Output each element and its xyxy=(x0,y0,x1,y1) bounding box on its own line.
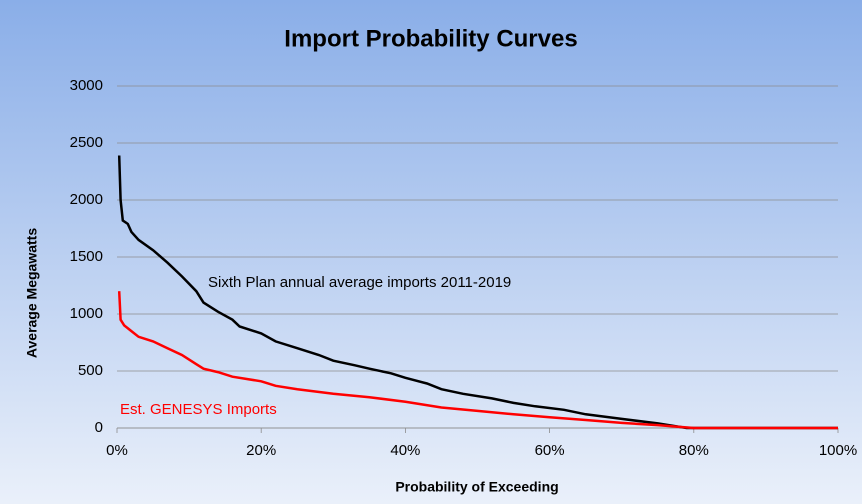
y-tick-label: 500 xyxy=(78,362,103,379)
x-tick-label: 80% xyxy=(679,442,709,459)
x-tick-label: 0% xyxy=(106,442,128,459)
x-tick-label: 40% xyxy=(390,442,420,459)
chart-title: Import Probability Curves xyxy=(284,25,577,52)
x-axis-label: Probability of Exceeding xyxy=(395,479,558,495)
y-tick-label: 1500 xyxy=(70,248,103,265)
series-line xyxy=(117,291,838,430)
series-line xyxy=(117,155,838,430)
series-label: Sixth Plan annual average imports 2011-2… xyxy=(208,274,511,291)
y-axis-label: Average Megawatts xyxy=(24,228,40,358)
x-tick-label: 100% xyxy=(819,442,857,459)
y-tick-label: 0 xyxy=(95,419,103,436)
y-tick-label: 2000 xyxy=(70,191,103,208)
y-tick-label: 3000 xyxy=(70,77,103,94)
y-tick-label: 1000 xyxy=(70,305,103,322)
series-label: Est. GENESYS Imports xyxy=(120,401,277,418)
x-tick-label: 60% xyxy=(535,442,565,459)
x-tick-label: 20% xyxy=(246,442,276,459)
y-tick-label: 2500 xyxy=(70,134,103,151)
